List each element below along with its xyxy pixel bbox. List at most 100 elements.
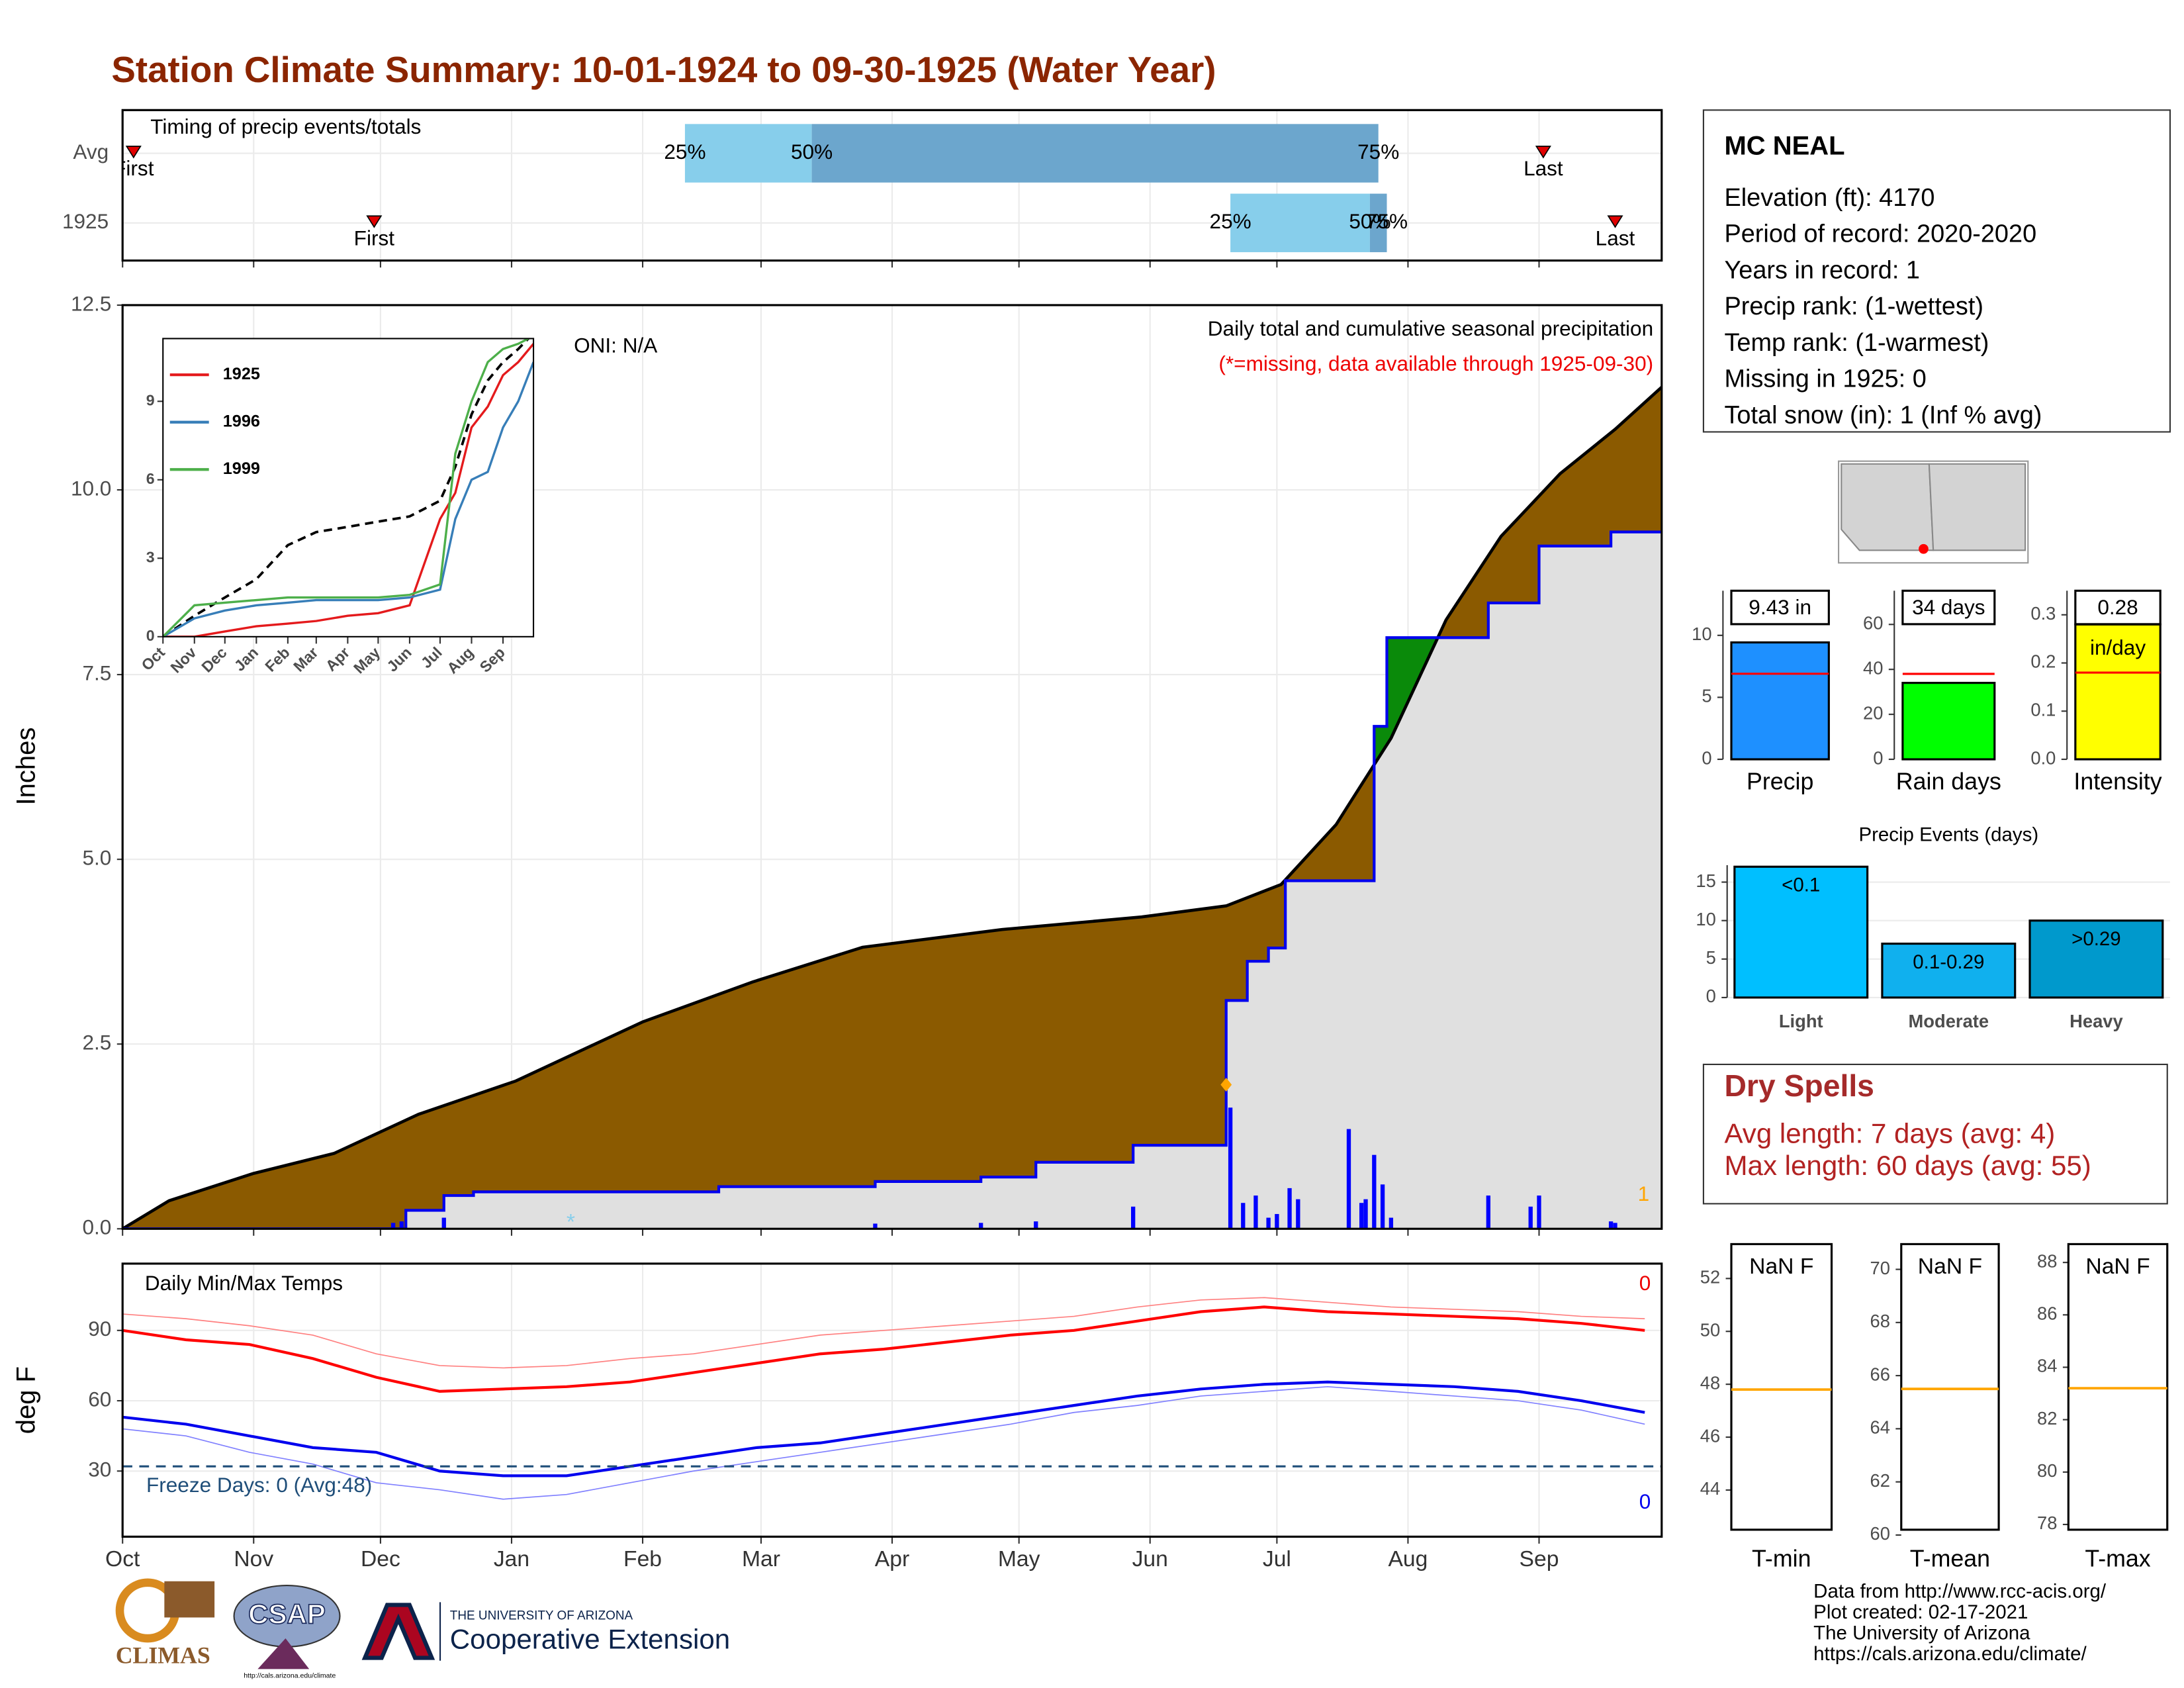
annotation: ONI: N/A (574, 333, 657, 357)
x-tick-label: Heavy (2070, 1011, 2123, 1031)
average-line (122, 386, 1662, 1229)
panel-frame (1900, 1243, 2000, 1531)
y-axis-label: deg F (12, 1366, 41, 1434)
quartile-label: 75% (1357, 140, 1399, 164)
bar-name: Intensity (2073, 768, 2161, 794)
daily-bar (1359, 1203, 1364, 1229)
y-tick-label: 66 (1870, 1364, 1890, 1384)
x-tick-label: Jun (1132, 1547, 1168, 1571)
daily-bar (979, 1223, 983, 1229)
extension-name: Cooperative Extension (450, 1623, 730, 1654)
peak-marker (1220, 1078, 1232, 1092)
panel-name: T-mean (1910, 1546, 1990, 1572)
ua-logo (361, 1603, 435, 1660)
station-line: Period of record: 2020-2020 (1724, 220, 2036, 248)
temperature-line (122, 1385, 1645, 1500)
y-tick-label: 62 (1870, 1470, 1890, 1491)
dry-spells-title: Dry Spells (1724, 1068, 1874, 1103)
panel-title: Precip Events (days) (1858, 824, 2038, 846)
value-label: NaN F (1749, 1254, 1813, 1279)
bar (1901, 682, 1996, 761)
station-line: Temp rank: (1-warmest) (1724, 329, 1989, 357)
y-tick-label: 82 (2037, 1408, 2057, 1429)
event-label: Last (1524, 156, 1563, 180)
x-tick-label: Dec (361, 1547, 400, 1571)
station-line: Missing in 1925: 0 (1724, 365, 1926, 393)
daily-bar (1528, 1206, 1533, 1229)
legend-label: 1925 (223, 365, 260, 383)
y-tick-label: 64 (1870, 1417, 1890, 1438)
panel-title: Timing of precip events/totals (150, 115, 421, 138)
value-label: NaN F (2085, 1254, 2150, 1279)
dry-spells-line: Avg length: 7 days (avg: 4) (1724, 1117, 2055, 1149)
bar (2028, 919, 2164, 999)
plot-area (122, 1297, 1662, 1500)
y-tick-label: 5.0 (83, 845, 112, 869)
y-tick-label: 20 (1863, 702, 1883, 723)
value-box (1901, 589, 1996, 626)
event-label: First (354, 226, 395, 250)
value-label: NaN F (1918, 1254, 1982, 1279)
bar-label: <0.1 (1782, 874, 1820, 896)
footer-line: The University of Arizona (1813, 1622, 2030, 1644)
bar (2074, 623, 2161, 761)
quartile-bar (1230, 193, 1370, 252)
daily-bar (390, 1223, 396, 1229)
x-tick-label: Jan (494, 1547, 529, 1571)
daily-bar (1287, 1188, 1292, 1229)
quartile-bar (1369, 193, 1387, 252)
y-tick-label: 60 (88, 1387, 111, 1411)
y-tick-label: 90 (88, 1317, 111, 1340)
x-tick-label: Apr (875, 1547, 909, 1571)
panel-title: Daily total and cumulative seasonal prec… (1208, 316, 1653, 340)
bar-name: Rain days (1896, 768, 2001, 794)
y-tick-label: 10 (1696, 909, 1715, 929)
panel-title: Daily Min/Max Temps (145, 1271, 343, 1295)
bar-name: Precip (1747, 768, 1813, 794)
logos: CLIMAS CSAP http://cals.arizona.edu/clim… (115, 1578, 730, 1680)
y-tick-label: 44 (1700, 1478, 1720, 1499)
x-tick-label: May (998, 1547, 1040, 1571)
value-label: 34 days (1912, 595, 1985, 619)
daily-bar (1388, 1217, 1394, 1229)
daily-bar (1241, 1203, 1246, 1229)
event-label: Last (1596, 226, 1635, 250)
count-label: 1 (1638, 1182, 1650, 1205)
unit-label: in/day (2090, 635, 2146, 659)
station-line: Elevation (ft): 4170 (1724, 184, 1934, 212)
y-tick-label: 88 (2037, 1250, 2057, 1271)
page-title: Station Climate Summary: 10-01-1924 to 0… (111, 49, 1216, 90)
observed-area (122, 532, 1662, 1229)
daily-bar (399, 1221, 404, 1229)
x-tick-label: Jul (1263, 1547, 1291, 1571)
value-box (2074, 589, 2161, 626)
event-marker (1607, 215, 1623, 228)
value-label: 9.43 in (1749, 595, 1811, 619)
y-tick-label: 0.0 (83, 1215, 112, 1239)
dry-spells-line: Max length: 60 days (avg: 55) (1724, 1150, 2091, 1181)
freeze-label: Freeze Days: 0 (Avg:48) (146, 1473, 372, 1497)
y-tick-label: 0 (1702, 747, 1711, 768)
daily-bar (1275, 1213, 1279, 1229)
map-station (1919, 543, 1929, 554)
average-line (163, 338, 531, 637)
y-tick-label: 0.2 (2030, 651, 2056, 672)
temperature-line (122, 1380, 1645, 1477)
daily-bar (1266, 1217, 1271, 1229)
footer-line: Plot created: 02-17-2021 (1813, 1601, 2028, 1623)
quartile-label: 25% (664, 140, 705, 164)
daily-bar (873, 1223, 878, 1229)
y-tick-label: 0 (146, 627, 155, 644)
daily-bar (1380, 1184, 1385, 1229)
plot-frame (121, 109, 1663, 262)
climas-logo: CLIMAS (116, 1642, 210, 1669)
y-tick-label: 6 (146, 470, 155, 487)
panel-subtitle: (*=missing, data available through 1925-… (1218, 352, 1653, 375)
value-box (1730, 589, 1830, 626)
y-tick-label: 30 (88, 1458, 111, 1481)
csap-mountain (257, 1638, 310, 1669)
legend-label: 1999 (223, 459, 260, 478)
daily-bar (1363, 1199, 1368, 1229)
missing-mark: * (567, 1210, 575, 1235)
